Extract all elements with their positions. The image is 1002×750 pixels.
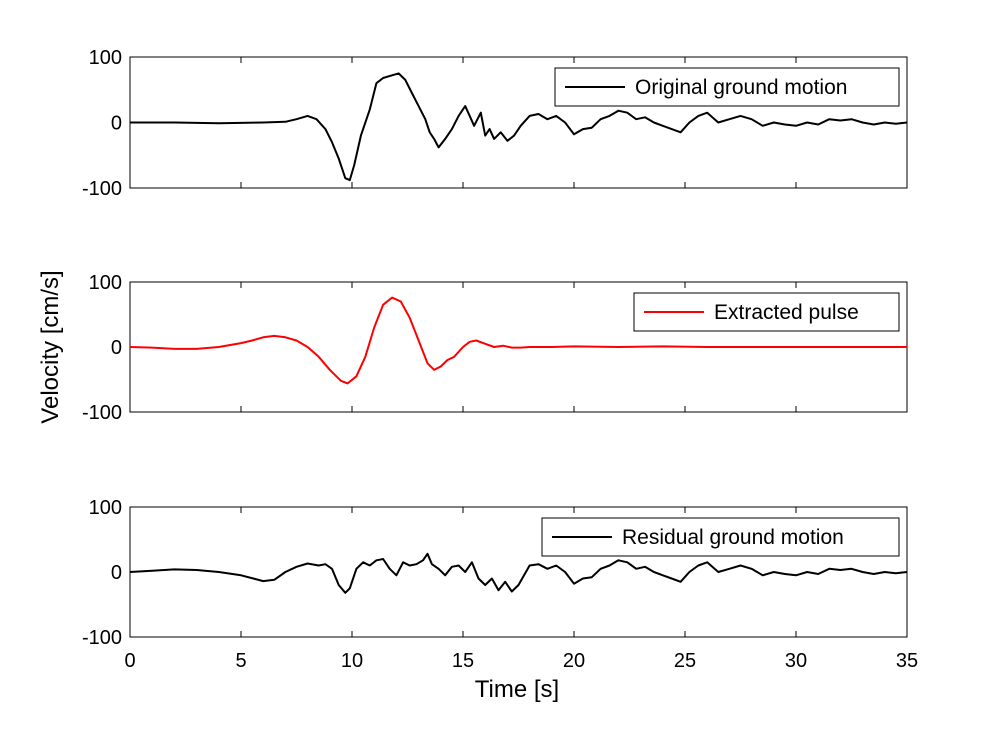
subplot-1: 100 0 -100 Original ground motion (82, 47, 908, 200)
x-tick-label: 30 (785, 650, 807, 672)
legend-label: Extracted pulse (714, 301, 859, 324)
x-tick-label: 10 (341, 650, 363, 672)
x-tick-label: 5 (235, 650, 246, 672)
series-line-original-ground-motion (130, 72, 908, 182)
x-tick-label: 25 (674, 650, 696, 672)
y-tick-label: 0 (111, 562, 122, 584)
y-tick-label: 100 (89, 497, 122, 519)
y-tick-label: -100 (82, 627, 122, 649)
legend-label: Residual ground motion (622, 526, 844, 549)
legend-label: Original ground motion (635, 76, 847, 99)
series-line-residual-ground-motion (129, 552, 908, 594)
legend: Original ground motion (554, 67, 900, 107)
y-tick-label: 100 (89, 47, 122, 69)
y-tick-label: 100 (89, 272, 122, 294)
y-tick-label: 0 (111, 113, 122, 135)
y-axis-label: Velocity [cm/s] (37, 270, 64, 423)
x-tick-label: 20 (563, 650, 585, 672)
y-tick-label: -100 (82, 402, 122, 424)
x-tick-label: 35 (896, 650, 918, 672)
series-line-extracted-pulse (129, 296, 907, 385)
subplot-2: 100 0 -100 Extracted pulse (82, 272, 908, 424)
x-axis-label: Time [s] (475, 676, 559, 703)
legend: Residual ground motion (541, 517, 900, 557)
x-tick-label: 0 (124, 650, 135, 672)
y-tick-label: -100 (82, 178, 122, 200)
y-tick-label: 0 (111, 337, 122, 359)
legend: Extracted pulse (633, 292, 900, 332)
x-tick-label: 15 (452, 650, 474, 672)
